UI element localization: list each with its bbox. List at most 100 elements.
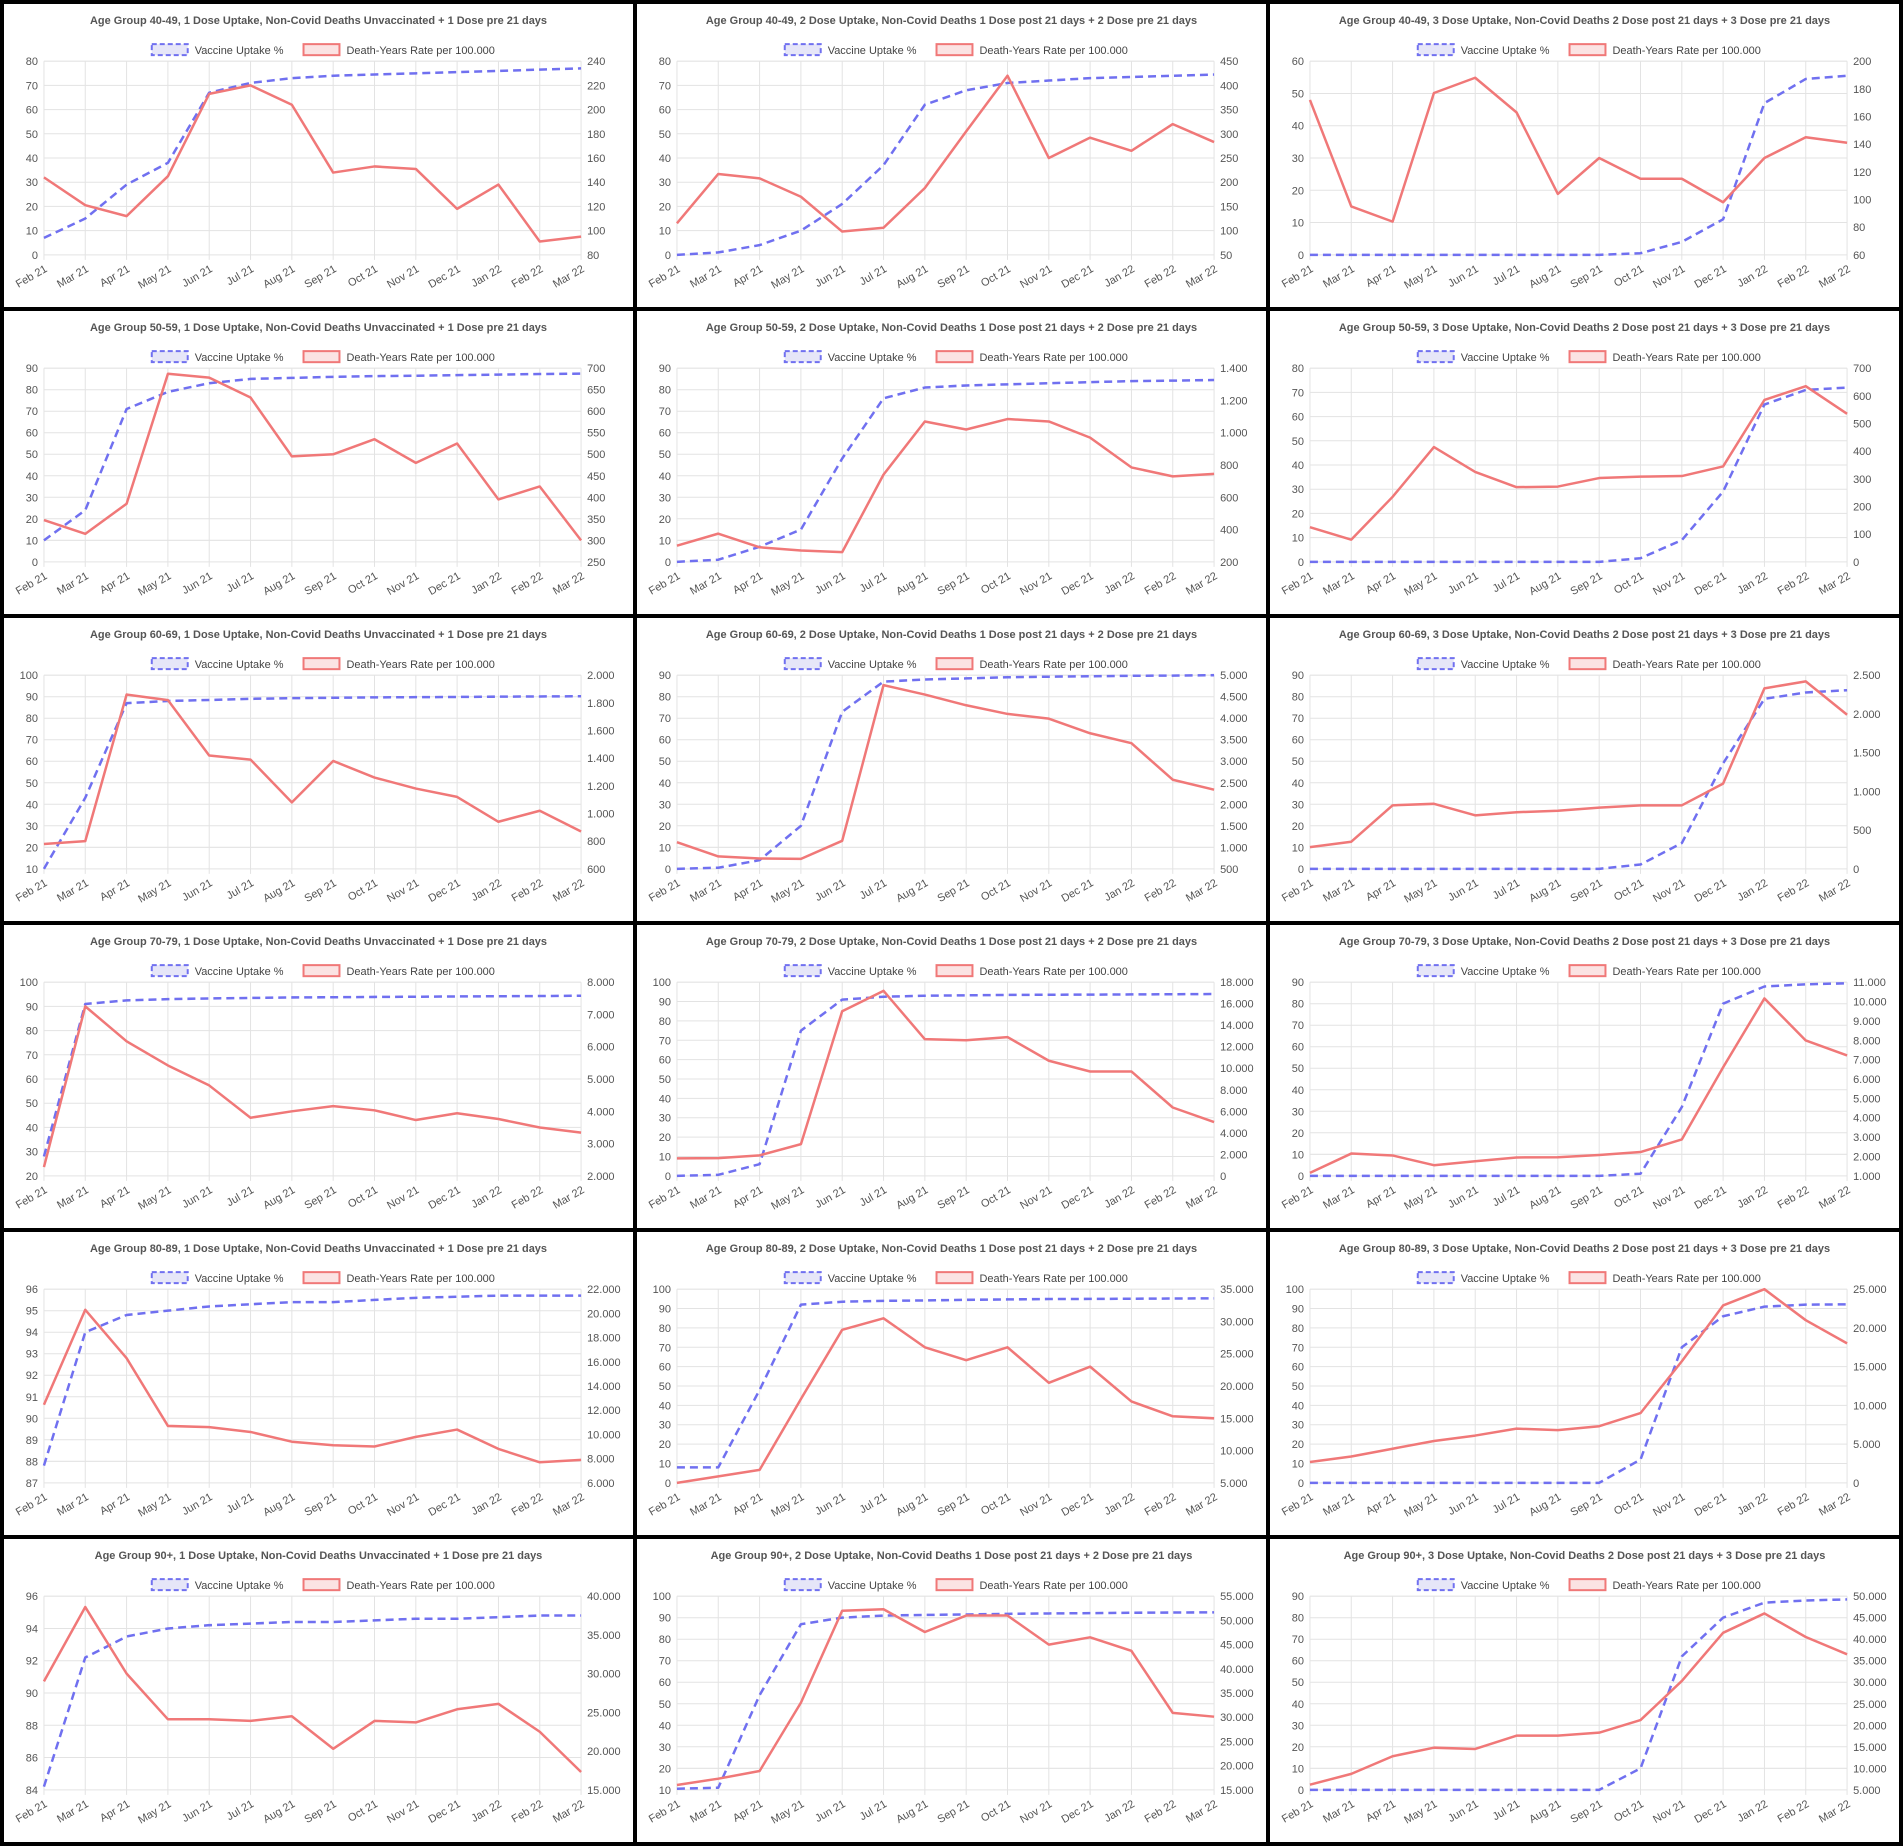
x-tick-label: Jun 21 xyxy=(1446,1798,1481,1825)
y2-tick-label: 1.200 xyxy=(1220,395,1247,407)
x-tick-label: Dec 21 xyxy=(1060,1798,1096,1826)
y2-tick-label: 15.000 xyxy=(1853,1742,1887,1754)
x-tick-label: Oct 21 xyxy=(346,1184,380,1211)
series-line-deaths xyxy=(1309,997,1848,1175)
y-tick-label: 0 xyxy=(1298,1478,1304,1490)
y-tick-label: 70 xyxy=(659,80,671,92)
y2-tick-label: 1.400 xyxy=(1220,363,1247,375)
y-tick-label: 60 xyxy=(1292,735,1304,747)
chart-title: Age Group 50-59, 3 Dose Uptake, Non-Covi… xyxy=(1339,322,1830,334)
y-tick-label: 10 xyxy=(26,226,38,238)
x-tick-label: Jul 21 xyxy=(858,877,889,902)
y2-tick-label: 30.000 xyxy=(587,1669,621,1681)
chart-panel: Age Group 40-49, 2 Dose Uptake, Non-Covi… xyxy=(637,4,1266,307)
x-tick-label: Apr 21 xyxy=(1364,877,1398,904)
legend-swatch-uptake xyxy=(150,43,189,57)
y-tick-label: 91 xyxy=(26,1392,38,1404)
y-tick-label: 100 xyxy=(20,670,38,682)
x-tick-label: Mar 22 xyxy=(1817,570,1853,598)
y2-tick-label: 20.000 xyxy=(587,1308,621,1320)
x-tick-label: Feb 21 xyxy=(1280,1491,1316,1519)
series-line-deaths xyxy=(1309,680,1848,849)
y2-tick-label: 500 xyxy=(1220,864,1238,876)
y-tick-label: 87 xyxy=(26,1478,38,1490)
y2-tick-label: 25.000 xyxy=(1853,1284,1887,1296)
x-tick-label: Jun 21 xyxy=(813,877,848,904)
x-tick-label: Dec 21 xyxy=(427,1491,463,1519)
x-tick-label: Feb 21 xyxy=(647,1184,683,1212)
x-tick-label: Aug 21 xyxy=(894,1798,930,1826)
y2-tick-label: 600 xyxy=(587,864,605,876)
series-line-uptake xyxy=(42,1294,582,1466)
y-tick-label: 20 xyxy=(1292,1128,1304,1140)
legend-swatch-deaths xyxy=(935,657,974,671)
x-tick-label: Jul 21 xyxy=(1491,877,1522,902)
y2-tick-label: 2.500 xyxy=(1853,670,1880,682)
x-tick-label: Mar 22 xyxy=(1184,1491,1220,1519)
x-tick-label: Nov 21 xyxy=(385,877,421,905)
chart-panel: Age Group 60-69, 1 Dose Uptake, Non-Covi… xyxy=(4,618,633,921)
x-tick-label: Feb 21 xyxy=(647,877,683,905)
y2-tick-label: 3.500 xyxy=(1220,735,1247,747)
y-tick-label: 60 xyxy=(26,105,38,117)
y2-tick-label: 160 xyxy=(587,153,605,165)
y-tick-label: 0 xyxy=(32,250,38,262)
y-tick-label: 90 xyxy=(659,670,671,682)
y2-tick-label: 20.000 xyxy=(1853,1720,1887,1732)
y-tick-label: 60 xyxy=(26,428,38,440)
y-tick-label: 60 xyxy=(1292,412,1304,424)
y2-tick-label: 40.000 xyxy=(1853,1634,1887,1646)
legend-label-uptake: Vaccine Uptake % xyxy=(195,966,284,978)
y-tick-label: 80 xyxy=(659,385,671,397)
y-tick-label: 70 xyxy=(1292,1634,1304,1646)
x-tick-label: Jan 22 xyxy=(1102,570,1137,597)
x-tick-label: Jan 22 xyxy=(469,877,504,904)
y2-tick-label: 1.000 xyxy=(587,808,614,820)
y2-tick-label: 10.000 xyxy=(1220,1446,1254,1458)
x-tick-label: Jul 21 xyxy=(1491,1184,1522,1209)
legend-swatch-deaths xyxy=(302,1271,341,1285)
legend-swatch-uptake xyxy=(150,350,189,364)
y-tick-label: 40 xyxy=(26,1122,38,1134)
x-tick-label: Mar 22 xyxy=(1817,1184,1853,1212)
x-tick-label: Feb 22 xyxy=(510,570,546,598)
y2-tick-label: 1.000 xyxy=(1220,428,1247,440)
legend-swatch-uptake xyxy=(1416,657,1455,671)
y2-tick-label: 30.000 xyxy=(1220,1712,1254,1724)
legend-swatch-deaths xyxy=(1568,1578,1607,1592)
y2-tick-label: 500 xyxy=(1853,419,1871,431)
y2-tick-label: 0 xyxy=(1853,1478,1859,1490)
legend-swatch-uptake xyxy=(150,1271,189,1285)
chart-title: Age Group 40-49, 1 Dose Uptake, Non-Covi… xyxy=(90,15,547,27)
x-tick-label: Jul 21 xyxy=(225,263,256,288)
y-tick-label: 50 xyxy=(659,756,671,768)
chart-panel: Age Group 80-89, 3 Dose Uptake, Non-Covi… xyxy=(1270,1232,1899,1535)
legend-label-deaths: Death-Years Rate per 100.000 xyxy=(1612,659,1760,671)
legend-swatch-uptake xyxy=(783,964,822,978)
chart-title: Age Group 80-89, 2 Dose Uptake, Non-Covi… xyxy=(706,1243,1197,1255)
x-tick-label: Nov 21 xyxy=(1651,1491,1687,1519)
x-tick-label: Aug 21 xyxy=(261,570,297,598)
x-tick-label: Sep 21 xyxy=(303,1491,339,1519)
chart-svg: Age Group 80-89, 3 Dose Uptake, Non-Covi… xyxy=(1280,1243,1887,1520)
y-tick-label: 0 xyxy=(1298,1171,1304,1183)
series-line-deaths xyxy=(42,1308,582,1464)
y-tick-label: 10 xyxy=(1292,1149,1304,1161)
y-tick-label: 30 xyxy=(659,1742,671,1754)
y-tick-label: 70 xyxy=(659,713,671,725)
chart-panel: Age Group 80-89, 1 Dose Uptake, Non-Covi… xyxy=(4,1232,633,1535)
x-tick-label: Oct 21 xyxy=(1612,263,1646,290)
y-tick-label: 90 xyxy=(1292,1304,1304,1316)
x-tick-label: Apr 21 xyxy=(98,1798,132,1825)
series-line-uptake xyxy=(676,378,1215,564)
legend-swatch-deaths xyxy=(1568,964,1607,978)
x-tick-label: Aug 21 xyxy=(894,570,930,598)
x-tick-label: May 21 xyxy=(136,1184,173,1213)
legend-swatch-deaths xyxy=(935,43,974,57)
y-tick-label: 10 xyxy=(1292,218,1304,230)
y-tick-label: 70 xyxy=(26,1050,38,1062)
chart-svg: Age Group 60-69, 3 Dose Uptake, Non-Covi… xyxy=(1280,629,1881,906)
x-tick-label: Aug 21 xyxy=(1527,877,1563,905)
y-tick-label: 30 xyxy=(26,1147,38,1159)
y2-tick-label: 35.000 xyxy=(587,1630,621,1642)
